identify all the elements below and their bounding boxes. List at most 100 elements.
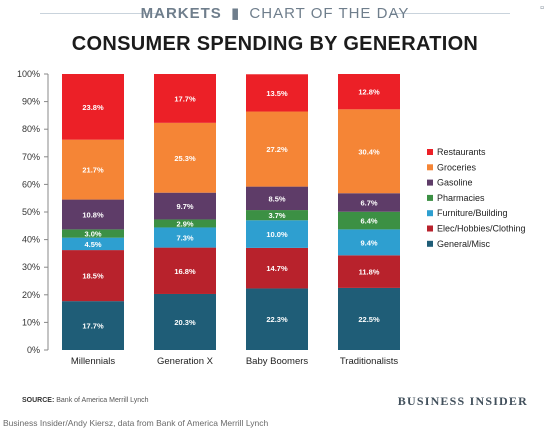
bar-segment bbox=[246, 186, 308, 211]
data-label: 30.4% bbox=[358, 147, 380, 156]
y-tick-label: 20% bbox=[22, 290, 40, 300]
source-note: SOURCE: Bank of America Merrill Lynch bbox=[22, 397, 149, 404]
y-tick-label: 80% bbox=[22, 124, 40, 134]
brand-logo: BUSINESS INSIDER bbox=[397, 394, 528, 408]
bar-chart-icon: ▮ bbox=[230, 5, 241, 22]
data-label: 6.4% bbox=[360, 217, 377, 226]
image-credit: Business Insider/Andy Kiersz, data from … bbox=[3, 418, 269, 428]
y-tick-label: 50% bbox=[22, 207, 40, 217]
bar-segment bbox=[62, 199, 124, 230]
data-label: 9.4% bbox=[360, 238, 377, 247]
y-tick-label: 90% bbox=[22, 97, 40, 107]
bar-segment bbox=[62, 139, 124, 200]
legend-swatch bbox=[427, 179, 433, 186]
bar-segment bbox=[246, 288, 308, 350]
bar-segment bbox=[338, 74, 400, 110]
data-label: 4.5% bbox=[84, 240, 101, 249]
data-label: 22.5% bbox=[358, 315, 380, 324]
y-tick-label: 70% bbox=[22, 152, 40, 162]
legend-swatch bbox=[427, 225, 433, 232]
x-tick-label: Millennials bbox=[71, 356, 116, 367]
data-label: 3.0% bbox=[84, 230, 101, 239]
data-label: 18.5% bbox=[82, 272, 104, 281]
y-tick-label: 100% bbox=[17, 69, 40, 79]
legend-swatch bbox=[427, 194, 433, 201]
bar-segment bbox=[154, 192, 216, 220]
bar-segment bbox=[62, 301, 124, 350]
data-label: 21.7% bbox=[82, 166, 104, 175]
data-label: 2.9% bbox=[176, 219, 193, 228]
bar-segment bbox=[62, 250, 124, 302]
legend-label: Furniture/Building bbox=[437, 208, 508, 218]
bar-segment bbox=[338, 211, 400, 230]
chart-title: CONSUMER SPENDING BY GENERATION bbox=[71, 33, 479, 55]
data-label: 17.7% bbox=[174, 94, 196, 103]
data-label: 9.7% bbox=[176, 202, 193, 211]
bar-segment bbox=[154, 219, 216, 228]
y-tick-label: 60% bbox=[22, 179, 40, 189]
legend-label: Elec/Hobbies/Clothing bbox=[437, 224, 526, 234]
legend-swatch bbox=[427, 210, 433, 217]
y-tick-label: 10% bbox=[22, 317, 40, 327]
data-label: 17.7% bbox=[82, 322, 104, 331]
legend-label: General/Misc bbox=[437, 239, 491, 249]
legend-label: Groceries bbox=[437, 162, 477, 172]
bar-segment bbox=[246, 220, 308, 248]
bar-segment bbox=[154, 227, 216, 248]
legend-label: Pharmacies bbox=[437, 193, 485, 203]
x-tick-label: Traditionalists bbox=[340, 356, 399, 367]
data-label: 8.5% bbox=[268, 194, 285, 203]
bar-segment bbox=[154, 247, 216, 294]
bar-segment bbox=[246, 74, 308, 112]
data-label: 20.3% bbox=[174, 318, 196, 327]
data-label: 6.7% bbox=[360, 198, 377, 207]
share-icon[interactable]: ▫ bbox=[540, 2, 544, 14]
bar-segment bbox=[62, 237, 124, 251]
banner-section: CHART OF THE DAY bbox=[249, 5, 410, 22]
data-label: 11.8% bbox=[359, 268, 380, 277]
legend-label: Restaurants bbox=[437, 147, 486, 157]
banner-rule-right bbox=[390, 13, 510, 14]
data-label: 14.7% bbox=[266, 264, 288, 273]
bar-segment bbox=[62, 229, 124, 238]
data-label: 7.3% bbox=[176, 234, 193, 243]
y-tick-label: 0% bbox=[27, 345, 40, 355]
bar-segment bbox=[338, 109, 400, 194]
bar-segment bbox=[338, 193, 400, 212]
legend-swatch bbox=[427, 149, 433, 155]
data-label: 3.7% bbox=[268, 211, 285, 220]
banner: MARKETS ▮ CHART OF THE DAY ▫ bbox=[0, 0, 550, 26]
legend-label: Gasoline bbox=[437, 178, 473, 188]
banner-heading: MARKETS ▮ CHART OF THE DAY bbox=[0, 4, 550, 22]
x-tick-label: Generation X bbox=[157, 356, 214, 367]
source-label: SOURCE: bbox=[22, 397, 55, 404]
source-text: Bank of America Merrill Lynch bbox=[56, 397, 149, 404]
bar-segment bbox=[154, 122, 216, 193]
data-label: 22.3% bbox=[266, 315, 288, 324]
bar-segment bbox=[246, 247, 308, 289]
banner-markets: MARKETS bbox=[140, 5, 222, 22]
data-label: 12.8% bbox=[358, 88, 380, 97]
legend-swatch bbox=[427, 164, 433, 171]
bar-segment bbox=[338, 229, 400, 256]
bar-segment bbox=[62, 74, 124, 140]
legend-swatch bbox=[427, 240, 433, 247]
bar-segment bbox=[246, 111, 308, 187]
bar-segment bbox=[246, 210, 308, 221]
bar-segment bbox=[338, 287, 400, 350]
bar-segment bbox=[154, 293, 216, 350]
x-tick-label: Baby Boomers bbox=[246, 356, 309, 367]
y-tick-label: 40% bbox=[22, 235, 40, 245]
y-tick-label: 30% bbox=[22, 262, 40, 272]
data-label: 13.5% bbox=[266, 89, 288, 98]
data-label: 10.0% bbox=[266, 230, 288, 239]
bar-segment bbox=[338, 255, 400, 288]
data-label: 23.8% bbox=[82, 103, 104, 112]
bar-segment bbox=[154, 74, 216, 123]
data-label: 25.3% bbox=[174, 154, 196, 163]
data-label: 16.8% bbox=[174, 267, 196, 276]
data-label: 27.2% bbox=[266, 145, 288, 154]
data-label: 10.8% bbox=[82, 210, 104, 219]
banner-rule-left bbox=[40, 13, 160, 14]
